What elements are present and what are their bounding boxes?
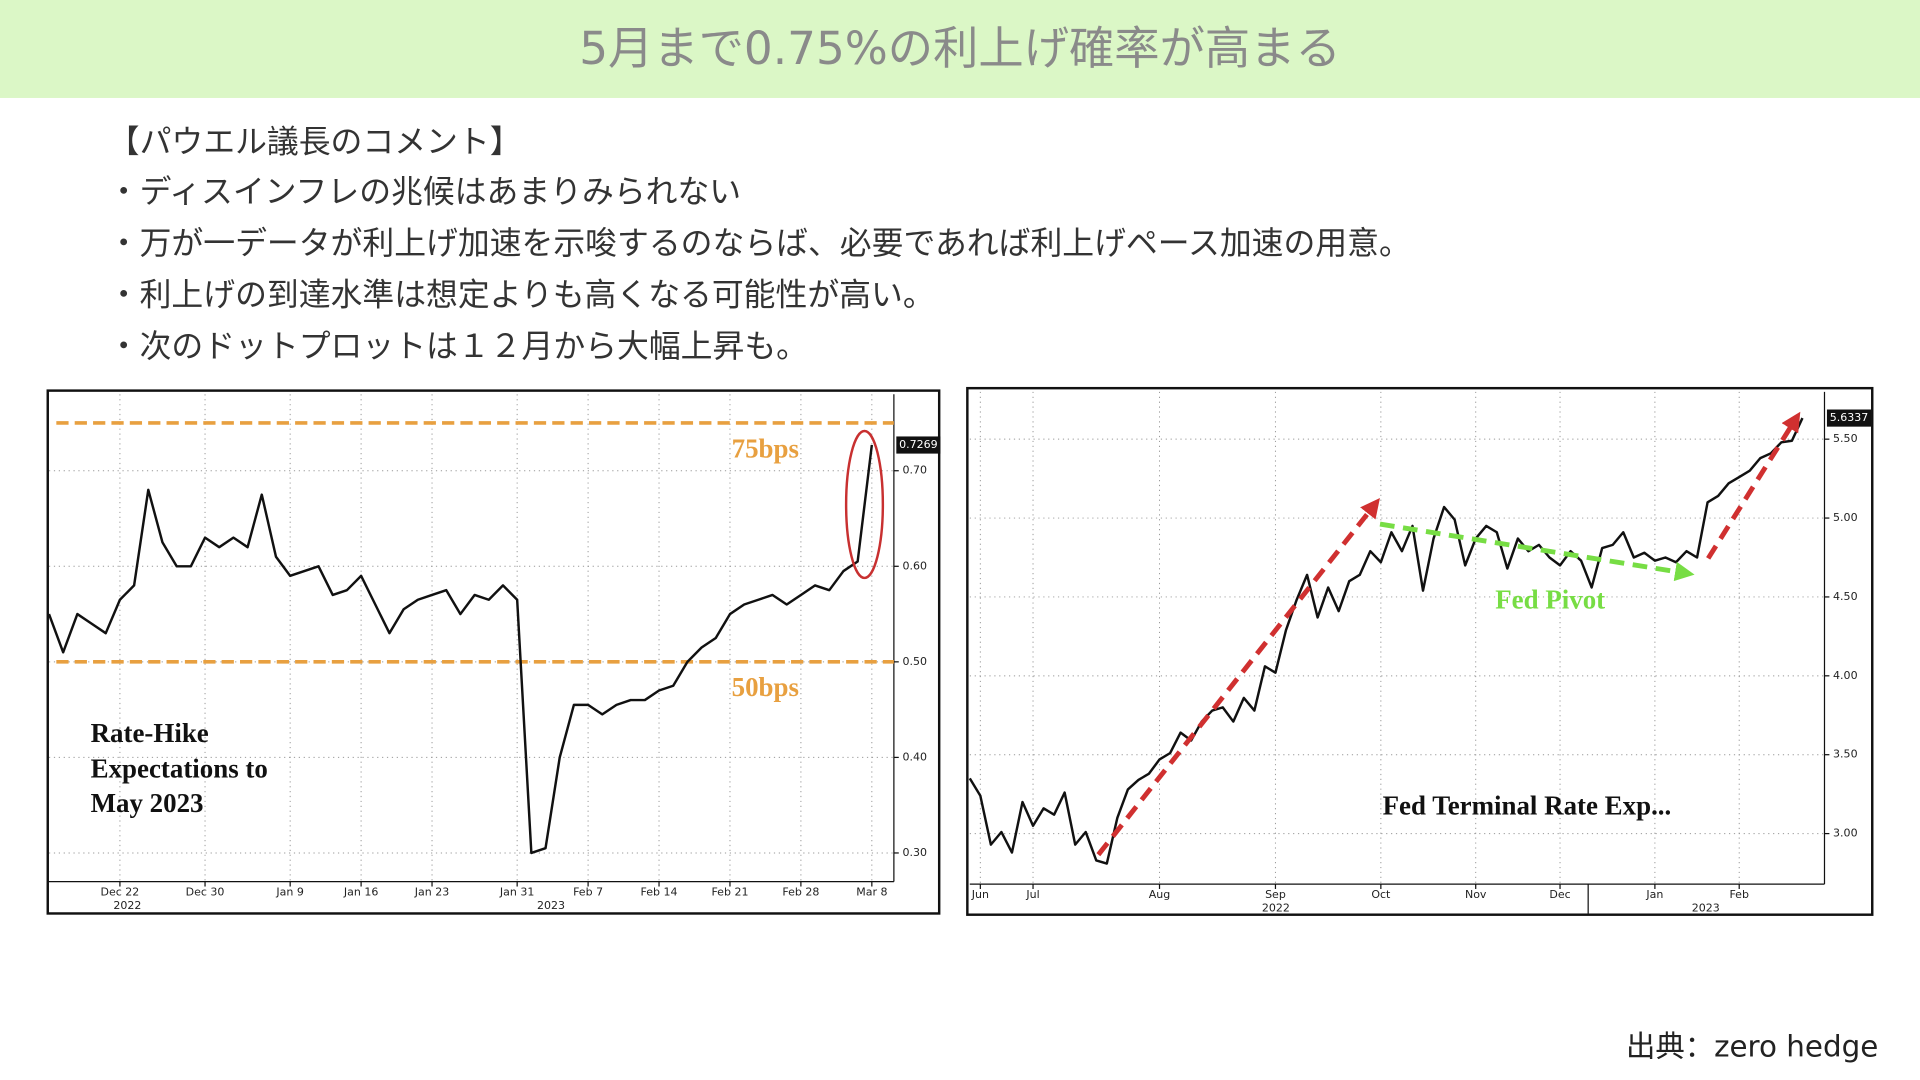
- y-tick-label: 5.50: [1833, 432, 1858, 445]
- x-tick-label: Sep: [1265, 888, 1286, 901]
- highlight-circle: [844, 429, 885, 580]
- x-tick-label: Feb 14: [641, 886, 678, 899]
- x-tick-label: Dec 22: [100, 886, 139, 899]
- y-tick-label: 0.50: [902, 655, 927, 668]
- year-label: 2023: [1692, 902, 1720, 915]
- annotation: May 2023: [91, 788, 204, 818]
- last-value-label: 0.7269: [899, 438, 938, 451]
- annotation: Expectations to: [91, 754, 268, 784]
- y-tick-label: 0.40: [902, 750, 927, 763]
- x-tick-label: Jan: [1645, 888, 1663, 901]
- series-line: [47, 444, 874, 855]
- last-value-box: [1826, 409, 1872, 427]
- header-band: [0, 0, 1920, 98]
- chart-frame: [966, 386, 1874, 916]
- last-value-box: [896, 436, 941, 454]
- x-tick-label: Jan 9: [275, 886, 304, 899]
- series-line: [968, 417, 1804, 865]
- year-label: 2022: [1262, 902, 1290, 915]
- x-tick-label: Jul: [1025, 888, 1039, 901]
- last-value-label: 5.6337: [1830, 411, 1869, 424]
- x-tick-label: Jan 23: [414, 886, 450, 899]
- x-tick-label: Mar 8: [856, 886, 887, 899]
- annotation: Fed Pivot: [1495, 585, 1605, 615]
- slide-title: 5月まで0.75%の利上げ確率が高まる: [579, 22, 1341, 75]
- year-label: 2023: [537, 899, 565, 912]
- y-tick-label: 0.60: [902, 559, 927, 572]
- y-tick-label: 0.30: [902, 846, 927, 859]
- annotation: Fed Terminal Rate Exp...: [1383, 790, 1672, 820]
- reference-label: 75bps: [732, 433, 799, 463]
- annotation: Rate-Hike: [91, 718, 209, 748]
- y-tick-label: 4.50: [1833, 590, 1858, 603]
- x-tick-label: Aug: [1149, 888, 1171, 901]
- x-tick-label: Oct: [1371, 888, 1391, 901]
- trend-arrow: [1096, 498, 1380, 857]
- reference-label: 50bps: [732, 672, 799, 702]
- chart-frame: [46, 389, 941, 915]
- x-tick-label: Nov: [1465, 888, 1487, 901]
- y-tick-label: 3.50: [1833, 748, 1858, 761]
- y-tick-label: 5.00: [1833, 511, 1858, 524]
- trend-arrow: [1706, 411, 1801, 560]
- x-tick-label: Feb 7: [573, 886, 603, 899]
- x-tick-label: Feb 21: [711, 886, 748, 899]
- y-tick-label: 0.70: [902, 464, 927, 477]
- x-tick-label: Jun: [971, 888, 989, 901]
- bullet: ・次のドットプロットは１２月から大幅上昇も。: [108, 327, 808, 365]
- x-tick-label: Jan 16: [343, 886, 379, 899]
- year-label: 2022: [113, 899, 141, 912]
- bullet: ・ディスインフレの兆候はあまりみられない: [108, 172, 741, 210]
- bullet: 【パウエル議長のコメント】: [108, 122, 522, 160]
- bullet: ・利上げの到達水準は想定よりも高くなる可能性が高い。: [108, 275, 935, 313]
- y-tick-label: 4.00: [1833, 669, 1858, 682]
- x-tick-label: Feb 28: [782, 886, 819, 899]
- x-tick-label: Dec 30: [186, 886, 225, 899]
- bullet: ・万が一データが利上げ加速を示唆するのならば、必要であれば利上げペース加速の用意…: [108, 224, 1411, 262]
- y-tick-label: 3.00: [1833, 827, 1858, 840]
- x-tick-label: Dec: [1549, 888, 1570, 901]
- x-tick-label: Feb: [1729, 888, 1749, 901]
- pivot-arrow: [1379, 521, 1695, 582]
- source: 出典：zero hedge: [1626, 1030, 1878, 1064]
- x-tick-label: Jan 31: [499, 886, 535, 899]
